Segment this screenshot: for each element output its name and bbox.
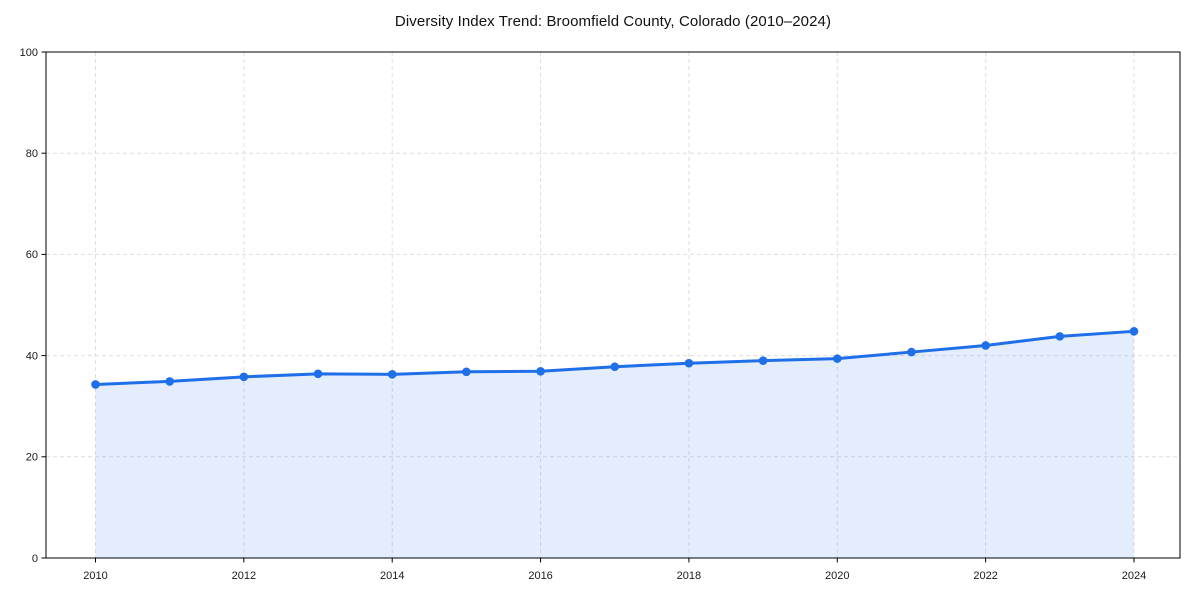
chart-title: Diversity Index Trend: Broomfield County…: [394, 13, 832, 30]
data-point-2021: [907, 347, 916, 357]
data-point-2010: [91, 380, 100, 389]
x-tick-label: 2024: [1122, 570, 1146, 582]
y-tick-label: 0: [32, 553, 38, 565]
y-tick-label: 20: [26, 452, 38, 464]
x-tick-label: 2016: [528, 570, 552, 582]
data-point-2024: [1129, 327, 1139, 336]
axes-box: [45, 51, 1181, 559]
data-point-2019: [758, 356, 768, 365]
data-point-2020: [832, 354, 842, 363]
data-point-2015: [462, 367, 471, 377]
data-point-2023: [1055, 332, 1065, 341]
data-point-2018: [684, 358, 694, 368]
y-tick-label: 80: [26, 148, 38, 160]
data-point-2022: [981, 341, 990, 350]
data-point-2011: [165, 377, 174, 386]
data-point-2012: [239, 372, 249, 382]
x-tick-label: 2020: [825, 570, 849, 582]
x-tick-label: 2018: [677, 570, 701, 582]
data-point-2014: [387, 370, 397, 379]
data-point-2013: [313, 369, 323, 379]
data-point-2017: [610, 362, 620, 372]
area-fill: [95, 331, 1134, 558]
y-tick-label: 60: [26, 249, 38, 261]
x-tick-label: 2014: [380, 570, 404, 582]
y-tick-label: 40: [26, 350, 38, 362]
data-point-2016: [536, 366, 545, 376]
x-tick-label: 2012: [232, 570, 256, 582]
x-tick-label: 2010: [83, 570, 107, 582]
x-tick-label: 2022: [973, 570, 997, 582]
y-tick-label: 100: [20, 47, 38, 59]
